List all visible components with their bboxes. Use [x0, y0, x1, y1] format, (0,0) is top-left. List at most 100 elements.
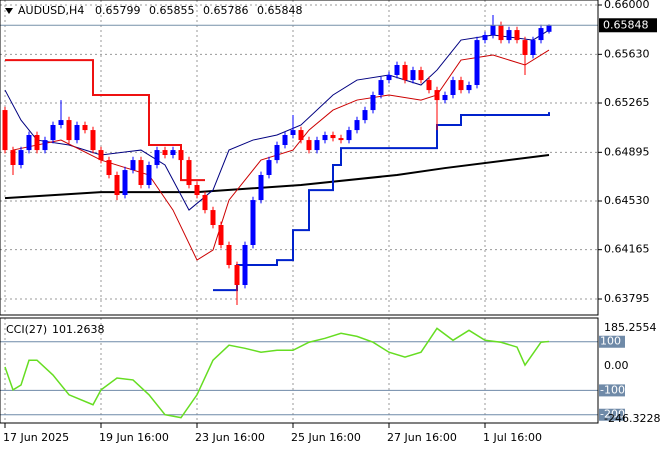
candle-body — [322, 135, 328, 141]
candle-body — [58, 120, 64, 125]
candle-body — [82, 125, 88, 131]
menu-triangle — [5, 8, 13, 14]
candle-body — [282, 135, 288, 145]
x-tick-label: 1 Jul 16:00 — [483, 431, 542, 444]
x-tick-label: 27 Jun 16:00 — [387, 431, 457, 444]
candle-body — [154, 150, 160, 165]
candle-body — [122, 170, 128, 195]
candle-body — [474, 40, 480, 85]
candle-body — [90, 130, 96, 151]
candle-body — [378, 80, 384, 95]
candle-body — [34, 135, 40, 151]
candle-body — [250, 200, 256, 245]
candle-body — [186, 160, 192, 185]
candle-body — [338, 138, 344, 141]
candle-body — [314, 140, 320, 151]
cci-level-box — [599, 384, 625, 397]
candle-body — [194, 185, 200, 195]
candle-body — [426, 80, 432, 91]
candle-body — [162, 150, 168, 155]
y-tick-label: 0.64530 — [604, 194, 650, 207]
cci-tick-label: 100 — [600, 335, 621, 348]
candle-body — [434, 90, 440, 101]
candle-body — [10, 150, 16, 165]
candle-body — [514, 30, 520, 41]
candle-body — [98, 150, 104, 161]
cci-value: 101.2638 — [52, 323, 105, 336]
cci-tick-label: 185.2554 — [604, 321, 657, 334]
candle-body — [386, 75, 392, 81]
y-tick-label: 0.66000 — [604, 0, 650, 11]
candle-body — [306, 140, 312, 151]
candle-body — [50, 125, 56, 141]
cci-level-box — [599, 408, 625, 421]
candle-body — [218, 225, 224, 245]
candle-body — [362, 110, 368, 121]
candle-body — [18, 150, 24, 165]
candle-body — [106, 160, 112, 175]
x-tick-label: 19 Jun 16:00 — [99, 431, 169, 444]
candle-body — [66, 120, 72, 141]
candle-body — [410, 70, 416, 81]
candle-body — [466, 85, 472, 91]
cci-level-box — [599, 335, 625, 348]
candle-body — [442, 95, 448, 101]
current-price-label: 0.65848 — [603, 18, 649, 31]
candle-body — [74, 125, 80, 141]
cci-tick-label: 0.00 — [604, 359, 629, 372]
candle-body — [170, 150, 176, 155]
x-tick-label: 17 Jun 2025 — [3, 431, 69, 444]
candle-body — [202, 195, 208, 211]
candle-body — [490, 25, 496, 35]
x-tick-label: 25 Jun 16:00 — [291, 431, 361, 444]
header-close: 0.65848 — [257, 4, 303, 17]
candle-body — [458, 80, 464, 91]
candle-body — [498, 25, 504, 41]
cci-tick-label: -100 — [600, 383, 625, 396]
current-price-box — [599, 18, 657, 33]
candle-body — [146, 165, 152, 185]
candle-body — [290, 130, 296, 135]
indicator-line — [213, 112, 550, 292]
symbol: AUDUSD,H4 — [18, 4, 84, 17]
candle-body — [506, 30, 512, 41]
candle-body — [114, 175, 120, 195]
indicator-line — [4, 29, 550, 211]
candle-body — [226, 245, 232, 265]
candle-body — [450, 80, 456, 95]
y-tick-label: 0.65630 — [604, 47, 650, 60]
candle-body — [394, 65, 400, 75]
candle-body — [370, 95, 376, 111]
candle-body — [234, 265, 240, 285]
candle-body — [346, 130, 352, 141]
candle-body — [242, 245, 248, 285]
candle-body — [26, 135, 32, 151]
candle-body — [138, 160, 144, 185]
candle-body — [130, 160, 136, 171]
candle-body — [354, 120, 360, 131]
candle-body — [330, 135, 336, 139]
price-panel-frame — [0, 0, 599, 316]
candle-body — [274, 145, 280, 161]
candle-body — [42, 140, 48, 151]
plot — [0, 15, 598, 419]
candle-body — [402, 65, 408, 81]
candle-body — [178, 150, 184, 161]
candle-body — [266, 160, 272, 175]
candle-body — [210, 210, 216, 225]
y-tick-label: 0.65265 — [604, 96, 650, 109]
cci-label: CCI(27) — [6, 323, 47, 336]
header-low: 0.65786 — [203, 4, 249, 17]
candle-body — [2, 110, 8, 151]
candle-body — [538, 28, 544, 41]
indicator-line — [4, 154, 550, 200]
cci-tick-label: -246.3228 — [604, 412, 660, 425]
y-tick-label: 0.64895 — [604, 145, 650, 158]
cci-tick-label: -200 — [600, 408, 625, 421]
indicator-line — [5, 59, 205, 182]
x-tick-label: 23 Jun 16:00 — [195, 431, 265, 444]
header-high: 0.65855 — [149, 4, 195, 17]
candle-body — [546, 25, 552, 32]
